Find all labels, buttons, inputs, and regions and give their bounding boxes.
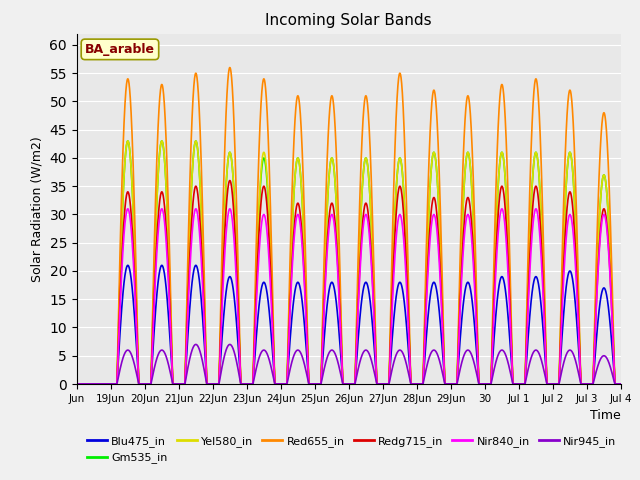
Title: Incoming Solar Bands: Incoming Solar Bands	[266, 13, 432, 28]
Legend: Blu475_in, Gm535_in, Yel580_in, Red655_in, Redg715_in, Nir840_in, Nir945_in: Blu475_in, Gm535_in, Yel580_in, Red655_i…	[83, 432, 621, 468]
X-axis label: Time: Time	[590, 409, 621, 422]
Text: BA_arable: BA_arable	[85, 43, 155, 56]
Y-axis label: Solar Radiation (W/m2): Solar Radiation (W/m2)	[31, 136, 44, 282]
